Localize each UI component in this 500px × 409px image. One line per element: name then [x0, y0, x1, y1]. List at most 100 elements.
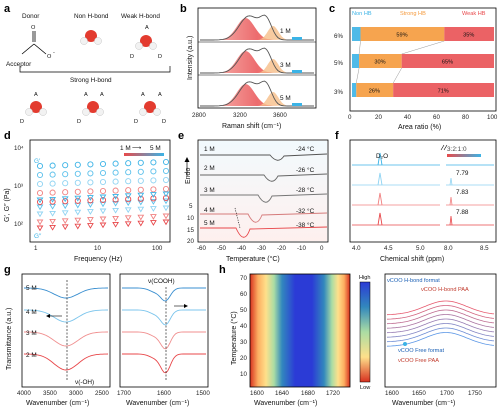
d-legend-arrow: ⟶ [132, 145, 141, 152]
e-xticks: -60 -50 -40 -30 -20 -10 0 [197, 245, 324, 252]
gdp-point-1-10 [162, 213, 170, 220]
gdp-point-0-1 [49, 224, 56, 231]
h-xtick-l-1: 1640 [275, 390, 289, 397]
colorbar-low: Low [360, 385, 371, 391]
gdp-point-0-4 [87, 223, 94, 229]
d-legend-gradient [124, 153, 164, 156]
heatmap [250, 274, 350, 387]
gdp-point-2-2 [61, 210, 69, 217]
gdp-point-2-0 [36, 211, 44, 218]
strong2-d: D [77, 119, 81, 125]
strong2-a1: A [84, 92, 88, 98]
panel-label-a: a [4, 3, 11, 15]
bar-row2-seg1-label: 26% [369, 89, 380, 95]
axis-break-2 [443, 144, 448, 151]
ftir-right-1 [122, 309, 206, 326]
nmr-peak-right-3 [449, 215, 453, 226]
gdp-point-0-0 [36, 225, 44, 232]
dsc-peak-0: -24 °C [296, 145, 315, 153]
raman-fill2-2 [258, 92, 288, 106]
gdp-point-3-2 [61, 203, 69, 210]
gp-point-2-3 [74, 179, 81, 186]
gp-point-2-5 [99, 178, 107, 186]
raman-fill2-0 [258, 26, 288, 40]
gp-point-2-9 [150, 177, 157, 184]
gdp-point-1-3 [74, 217, 82, 224]
gdp-point-4-6 [112, 193, 119, 200]
water-molecule-non [80, 30, 102, 45]
bar-row2-seg1 [356, 83, 394, 97]
gp-point-0-5 [99, 160, 107, 168]
raman-fill-0 [200, 18, 314, 40]
panel-label-e: e [178, 130, 184, 142]
gp-point-0-4 [87, 161, 94, 168]
panel-g: g Transmittance (a.u.) 5 M 4 M 3 M 2 M ν… [4, 264, 210, 407]
strong3-a2: A [158, 92, 162, 98]
b-xtick-2: 3600 [273, 112, 287, 119]
dsc-name-1: 2 M [204, 165, 215, 172]
colorbar-high: High [359, 275, 371, 281]
d2o-label: D₂O [376, 153, 388, 160]
gdp-point-1-6 [112, 215, 119, 222]
d-ytick-0: 10⁴ [14, 145, 24, 152]
bar-row2-seg0 [352, 83, 357, 97]
c-rowlabel-1: 5% [334, 60, 343, 67]
h-spectrum-6 [386, 327, 495, 343]
d-legend-from: 1 M [120, 145, 131, 152]
c-xtick-2: 40 [404, 114, 411, 121]
panel-f: f D₂O 3:2:1:0 7.79 7.83 7.88 4.0 4.5 5.0… [335, 130, 497, 263]
raman-curves [200, 14, 314, 107]
nmr-shift-1: 7.83 [456, 189, 469, 196]
gdp-point-0-9 [150, 220, 157, 226]
e-xtick-4: -20 [277, 245, 287, 252]
panel-label-c: c [329, 3, 335, 15]
panel-d: d G′, G″ (Pa) 10⁴ 10³ 10² 1 M ⟶ 5 M G′ G… [4, 130, 171, 263]
ftir-left-3 [23, 353, 109, 371]
gp-point-1-4 [87, 170, 94, 177]
ftir-right-3 [122, 353, 206, 374]
h-ytick-3: 40 [240, 323, 247, 330]
nmr-peak-d2o-3 [377, 212, 383, 226]
b-xtick-1: 3200 [233, 112, 247, 119]
gdp-point-0-8 [137, 220, 145, 227]
c-xtick-4: 80 [462, 114, 469, 121]
g-xtick-l-1: 3500 [43, 390, 57, 397]
gdp-point-0-2 [61, 224, 69, 231]
plot-h-xlabel-left: Wavenumber (cm⁻¹) [254, 400, 317, 407]
gdp-point-3-9 [150, 199, 157, 205]
plot-g-xlabel-left: Wavenumber (cm⁻¹) [26, 400, 89, 407]
bar-row2-seg2 [393, 83, 494, 97]
gp-point-0-3 [74, 161, 81, 168]
gdp-point-1-7 [124, 215, 132, 222]
gdp-point-2-3 [74, 209, 82, 216]
gdp-point-1-0 [36, 219, 44, 226]
d-xtick-2: 100 [152, 245, 163, 252]
gp-point-1-0 [36, 171, 44, 179]
h-ytick-1: 60 [240, 291, 247, 298]
dsc-curve-3 [200, 212, 328, 223]
gp-point-2-8 [137, 177, 144, 184]
gp-point-3-3 [74, 188, 81, 195]
dsc-curve-2 [200, 193, 328, 203]
c-xtick-5: 100 [487, 114, 498, 121]
h-ytick-2: 50 [240, 307, 247, 314]
h-spectrum-3 [386, 314, 495, 329]
e-xtick-5: -10 [297, 245, 307, 252]
bar-row2-seg2-label: 71% [438, 89, 449, 95]
gp-point-0-9 [150, 159, 157, 166]
legend-weak-hb: Weak HB [462, 11, 486, 17]
raman-label-3: 5 M [280, 95, 291, 102]
panel-label-f: f [335, 130, 339, 142]
bar-chart-c: 59% 35% 30% 65% 26% 71% [352, 27, 494, 97]
plot-d-xlabel: Frequency (Hz) [74, 256, 122, 263]
strong1-a: A [34, 92, 38, 98]
gp-point-0-10 [162, 158, 170, 166]
g-xtick-r-2: 1500 [196, 390, 210, 397]
dsc-curves [199, 141, 328, 241]
gdp-point-3-10 [162, 198, 170, 205]
e-xtick-2: -40 [237, 245, 247, 252]
dsc-curve-4 [200, 226, 328, 238]
bond-right [33, 43, 47, 55]
gdp-point-2-6 [112, 207, 119, 214]
gp-point-1-3 [74, 170, 81, 177]
